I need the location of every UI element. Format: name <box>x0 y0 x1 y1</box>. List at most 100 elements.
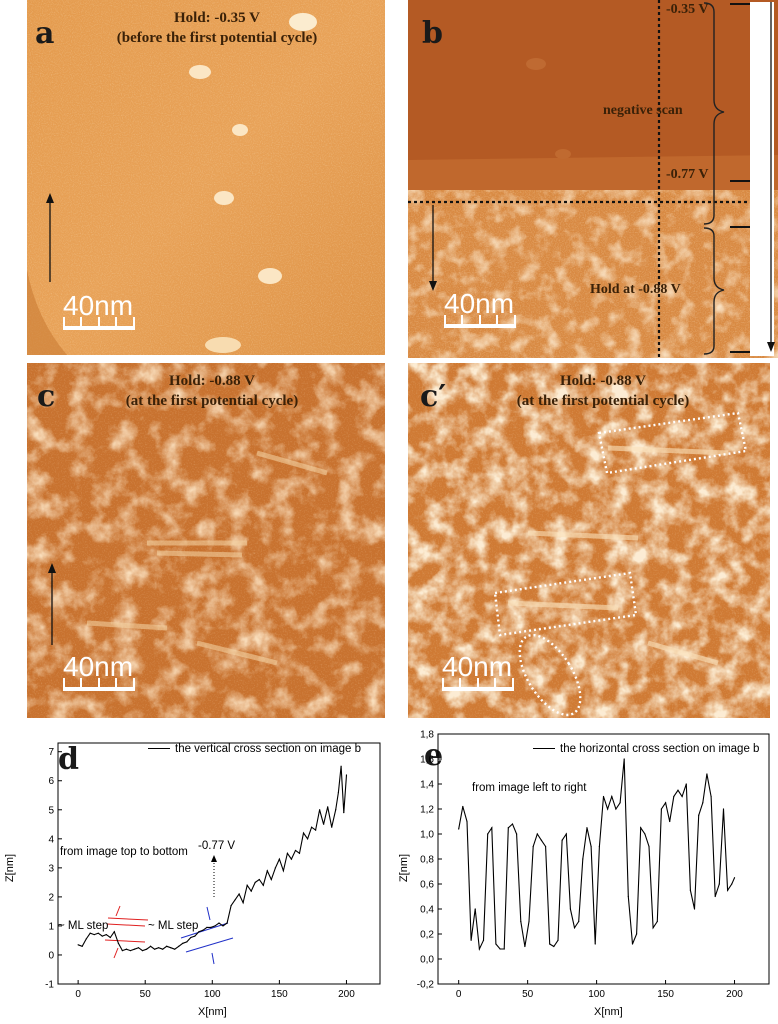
y-tick-label: 0,0 <box>420 955 434 966</box>
data-point <box>210 926 212 928</box>
data-point <box>607 808 609 810</box>
data-point <box>327 806 329 808</box>
panel-c-title-line1: Hold: -0.88 V <box>169 373 255 389</box>
scale-bar-a: 40nm <box>63 292 135 330</box>
data-point <box>117 942 119 944</box>
data-point <box>569 908 571 910</box>
chart-e: e 0 50 100 150 200 -0,2 0,0 0,2 0,4 0,6 0,8 1,0 1,2 1… <box>388 730 778 1024</box>
data-point <box>602 795 605 798</box>
panel-c-title-line2: (at the first potential cycle) <box>125 393 299 409</box>
data-point <box>113 931 115 933</box>
x-tick-label: 200 <box>726 989 743 1000</box>
data-point <box>664 802 667 804</box>
data-point <box>677 789 679 791</box>
data-point <box>718 883 720 885</box>
chart-d-voltage: -0.77 V <box>198 840 236 852</box>
data-point <box>266 870 268 872</box>
data-point <box>315 829 317 831</box>
data-point <box>598 845 600 848</box>
panel-c-prime-title-line2: (at the first potential cycle) <box>516 393 690 409</box>
highlight-box-2 <box>493 571 638 637</box>
data-point <box>714 895 716 898</box>
data-point <box>586 827 588 829</box>
data-point <box>557 939 559 941</box>
chart-e-ylabel: Z[nm] <box>398 853 411 883</box>
panel-c-title: Hold: -0.88 V (at the first potential cy… <box>47 371 377 411</box>
y-tick-label: 1,0 <box>420 830 434 841</box>
data-point <box>246 884 248 886</box>
stm-image-a: a Hold: -0.35 V (before the first potent… <box>27 0 385 355</box>
y-tick-label: 7 <box>48 747 54 758</box>
panel-label-d: d <box>58 742 79 777</box>
data-point <box>340 765 342 767</box>
y-tick-label: 1,2 <box>420 805 434 816</box>
panel-label-a: a <box>35 16 55 51</box>
data-point <box>174 948 176 950</box>
data-point <box>178 945 180 947</box>
data-point <box>532 845 534 848</box>
data-point <box>133 948 136 950</box>
data-point <box>681 795 683 798</box>
y-tick-label: -1 <box>45 980 54 991</box>
data-point <box>544 845 547 848</box>
stm-image-c-prime-surface <box>408 363 770 718</box>
data-point <box>482 939 485 941</box>
highlight-ellipse <box>518 633 582 717</box>
data-point <box>495 943 497 945</box>
data-point <box>578 920 580 923</box>
data-point <box>478 948 480 950</box>
data-point <box>270 878 272 881</box>
data-point <box>234 899 236 901</box>
data-point <box>702 802 704 804</box>
x-tick-label: 200 <box>338 989 355 1000</box>
data-point <box>162 948 164 950</box>
label-v-mid: -0.77 V <box>666 167 709 182</box>
panel-a-title: Hold: -0.35 V (before the first potentia… <box>57 8 377 48</box>
scale-label-b: 40nm <box>444 288 515 319</box>
data-point <box>310 826 313 828</box>
chart-d-legend: the vertical cross section on image b <box>148 743 361 755</box>
data-point <box>337 791 340 793</box>
data-point <box>294 849 297 852</box>
chart-d-note: from image top to bottom <box>60 846 188 858</box>
chart-d-xlabel: X[nm] <box>198 1006 227 1018</box>
x-tick-label: 100 <box>588 989 605 1000</box>
data-point <box>298 852 301 854</box>
data-point <box>186 941 188 943</box>
data-point <box>77 944 79 946</box>
stm-image-c: c Hold: -0.88 V (at the first potential … <box>27 363 385 718</box>
x-tick-label: 100 <box>204 989 221 1000</box>
data-point <box>218 922 220 924</box>
data-point <box>194 935 196 937</box>
scale-bar-c-prime: 40nm <box>442 653 514 691</box>
data-point <box>590 845 592 848</box>
x-tick-label: 50 <box>522 989 534 1000</box>
stm-image-b: b -0.35 V negative scan -0.77 V Hold at … <box>408 0 778 358</box>
data-point <box>553 945 555 948</box>
data-point <box>137 947 140 949</box>
data-point <box>511 823 514 825</box>
x-tick-label: 150 <box>271 989 288 1000</box>
y-tick-label: 3 <box>48 863 54 874</box>
data-point <box>656 920 658 923</box>
y-tick-label: -0,2 <box>417 980 435 991</box>
label-negative-scan: negative scan <box>603 103 683 118</box>
panel-c-prime-title-line1: Hold: -0.88 V <box>560 373 646 389</box>
data-point <box>499 948 501 950</box>
scale-bar-b: 40nm <box>444 290 516 328</box>
data-point <box>636 933 638 935</box>
y-tick-label: 0,4 <box>420 905 434 916</box>
chart-e-plot: 0 50 100 150 200 -0,2 0,0 0,2 0,4 0,6 0,8 1,0 1,2 1,4… <box>417 730 770 1000</box>
data-point <box>470 939 472 941</box>
data-point <box>206 926 208 928</box>
data-point <box>230 905 232 907</box>
data-point <box>202 929 204 931</box>
data-point <box>623 758 625 760</box>
data-point <box>722 808 725 810</box>
data-point <box>573 927 576 929</box>
data-point <box>306 838 309 840</box>
panel-a-title-line2: (before the first potential cycle) <box>116 30 318 46</box>
data-point <box>524 945 526 948</box>
data-point <box>619 802 621 804</box>
data-point <box>109 936 111 939</box>
